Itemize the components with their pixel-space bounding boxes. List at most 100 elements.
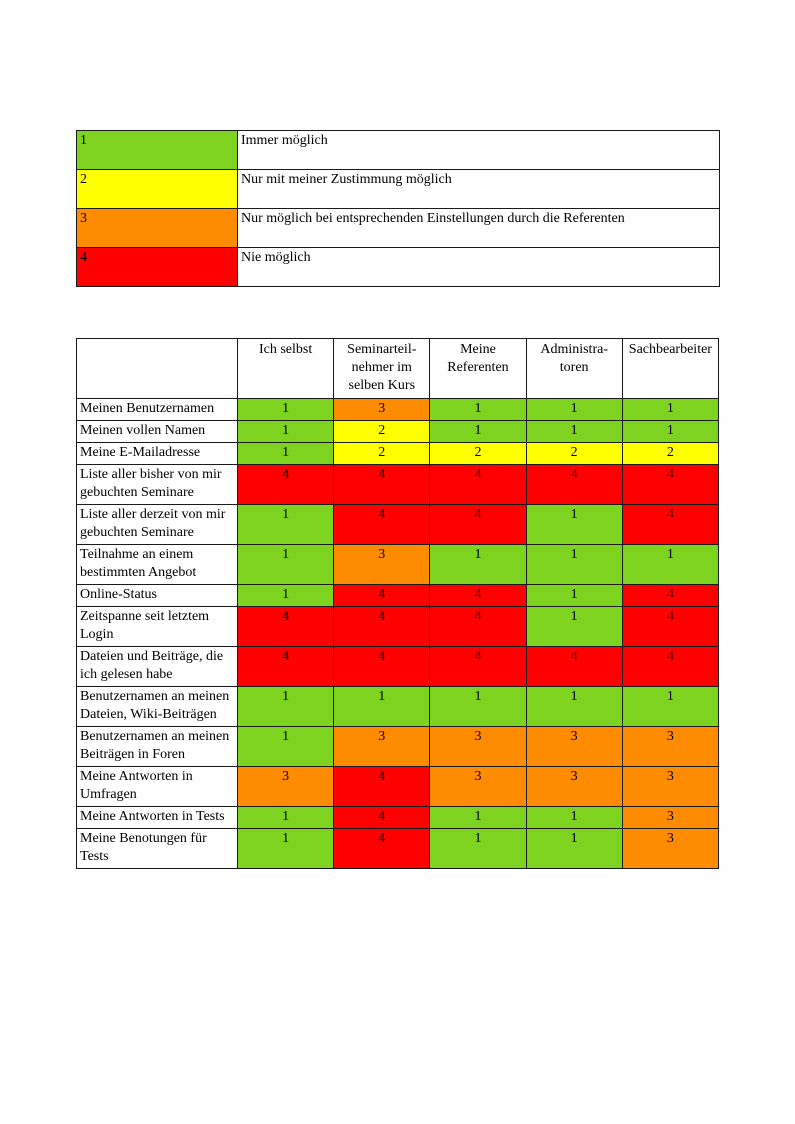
matrix-value-cell: 1 — [236, 828, 335, 869]
matrix-value-cell: 1 — [429, 686, 527, 727]
matrix-row: Benutzernamen an meinen Beiträgen in For… — [76, 726, 720, 767]
matrix-value-cell: 1 — [525, 420, 623, 443]
matrix-value-cell: 1 — [621, 420, 720, 443]
matrix-value-cell: 1 — [621, 544, 720, 585]
matrix-value-cell: 4 — [333, 606, 431, 647]
matrix-value-cell: 4 — [621, 646, 720, 687]
matrix-column-header: Seminarteil-nehmer im selben Kurs — [333, 338, 431, 399]
matrix-value-cell: 1 — [429, 398, 527, 421]
matrix-row: Meinen vollen Namen 1 2 1 1 1 — [76, 420, 720, 443]
matrix-value-cell: 1 — [236, 442, 335, 465]
matrix-value-cell: 1 — [525, 544, 623, 585]
matrix-value-cell: 4 — [525, 464, 623, 505]
matrix-value-cell: 4 — [429, 464, 527, 505]
matrix-row-label: Liste aller derzeit von mir gebuchten Se… — [76, 504, 238, 545]
matrix-value-cell: 4 — [621, 504, 720, 545]
matrix-value-cell: 1 — [429, 544, 527, 585]
matrix-value-cell: 3 — [621, 766, 720, 807]
matrix-header-row: Ich selbst Seminarteil-nehmer im selben K… — [76, 338, 720, 399]
matrix-value-cell: 3 — [525, 726, 623, 767]
matrix-value-cell: 4 — [429, 504, 527, 545]
legend-level-swatch: 1 — [76, 130, 238, 170]
matrix-value-cell: 1 — [236, 398, 335, 421]
matrix-row: Meine Antworten in Tests 1 4 1 1 3 — [76, 806, 720, 829]
matrix-value-cell: 2 — [333, 420, 431, 443]
matrix-column-header: Sachbearbeiter — [621, 338, 720, 399]
legend-level-swatch: 2 — [76, 169, 238, 209]
legend-row: 1 Immer möglich — [76, 130, 720, 170]
matrix-value-cell: 4 — [621, 464, 720, 505]
matrix-value-cell: 1 — [429, 828, 527, 869]
matrix-row: Zeitspanne seit letztem Login 4 4 4 1 4 — [76, 606, 720, 647]
privacy-permissions-table: Ich selbst Seminarteil-nehmer im selben K… — [76, 338, 720, 869]
matrix-row-label: Meinen Benutzernamen — [76, 398, 238, 421]
matrix-value-cell: 1 — [429, 806, 527, 829]
matrix-value-cell: 3 — [333, 544, 431, 585]
legend-row: 4 Nie möglich — [76, 247, 720, 287]
matrix-value-cell: 4 — [621, 584, 720, 607]
legend-row: 2 Nur mit meiner Zustimmung möglich — [76, 169, 720, 209]
matrix-value-cell: 1 — [621, 398, 720, 421]
legend-level-swatch: 4 — [76, 247, 238, 287]
matrix-value-cell: 1 — [525, 686, 623, 727]
matrix-value-cell: 1 — [236, 806, 335, 829]
matrix-row-label: Benutzernamen an meinen Dateien, Wiki-Be… — [76, 686, 238, 727]
matrix-value-cell: 4 — [621, 606, 720, 647]
legend-row: 3 Nur möglich bei entsprechenden Einstell… — [76, 208, 720, 248]
matrix-value-cell: 3 — [333, 726, 431, 767]
matrix-value-cell: 2 — [525, 442, 623, 465]
matrix-row: Liste aller bisher von mir gebuchten Sem… — [76, 464, 720, 505]
legend-level-label: Immer möglich — [237, 130, 720, 170]
matrix-value-cell: 4 — [429, 606, 527, 647]
matrix-row-label: Benutzernamen an meinen Beiträgen in For… — [76, 726, 238, 767]
legend-level-label: Nie möglich — [237, 247, 720, 287]
matrix-value-cell: 1 — [236, 504, 335, 545]
matrix-value-cell: 4 — [333, 828, 431, 869]
matrix-value-cell: 1 — [236, 686, 335, 727]
matrix-value-cell: 1 — [236, 420, 335, 443]
legend-level-label: Nur möglich bei entsprechenden Einstellu… — [237, 208, 720, 248]
matrix-value-cell: 3 — [429, 726, 527, 767]
matrix-value-cell: 3 — [621, 828, 720, 869]
legend-level-label: Nur mit meiner Zustimmung möglich — [237, 169, 720, 209]
matrix-value-cell: 3 — [525, 766, 623, 807]
matrix-row: Teilnahme an einem bestimmten Angebot 1 3 1… — [76, 544, 720, 585]
matrix-value-cell: 4 — [333, 584, 431, 607]
matrix-row: Dateien und Beiträge, die ich gelesen ha… — [76, 646, 720, 687]
matrix-row: Meinen Benutzernamen 1 3 1 1 1 — [76, 398, 720, 421]
matrix-value-cell: 4 — [333, 766, 431, 807]
matrix-value-cell: 1 — [525, 828, 623, 869]
matrix-row: Liste aller derzeit von mir gebuchten Se… — [76, 504, 720, 545]
legend-level-swatch: 3 — [76, 208, 238, 248]
matrix-row-label: Meine Antworten in Umfragen — [76, 766, 238, 807]
matrix-value-cell: 4 — [525, 646, 623, 687]
matrix-column-header: Meine Referenten — [429, 338, 527, 399]
matrix-row: Meine Benotungen für Tests 1 4 1 1 3 — [76, 828, 720, 869]
matrix-column-header: Ich selbst — [236, 338, 335, 399]
matrix-value-cell: 1 — [525, 606, 623, 647]
matrix-row-label: Meine E-Mailadresse — [76, 442, 238, 465]
matrix-value-cell: 1 — [429, 420, 527, 443]
privacy-legend-table: 1 Immer möglich 2 Nur mit meiner Zustimmung… — [76, 130, 720, 287]
matrix-row-label: Meine Benotungen für Tests — [76, 828, 238, 869]
matrix-value-cell: 4 — [236, 464, 335, 505]
matrix-row-label: Dateien und Beiträge, die ich gelesen ha… — [76, 646, 238, 687]
matrix-value-cell: 2 — [333, 442, 431, 465]
matrix-column-header: Administra-toren — [525, 338, 623, 399]
matrix-value-cell: 3 — [236, 766, 335, 807]
matrix-row: Meine E-Mailadresse 1 2 2 2 2 — [76, 442, 720, 465]
matrix-row-label: Liste aller bisher von mir gebuchten Sem… — [76, 464, 238, 505]
matrix-row-label: Online-Status — [76, 584, 238, 607]
matrix-value-cell: 4 — [333, 464, 431, 505]
matrix-value-cell: 1 — [236, 544, 335, 585]
matrix-value-cell: 4 — [333, 806, 431, 829]
matrix-value-cell: 3 — [621, 726, 720, 767]
matrix-value-cell: 1 — [525, 806, 623, 829]
matrix-value-cell: 1 — [333, 686, 431, 727]
matrix-value-cell: 1 — [236, 726, 335, 767]
matrix-corner-cell — [76, 338, 238, 399]
matrix-value-cell: 1 — [525, 584, 623, 607]
matrix-value-cell: 1 — [236, 584, 335, 607]
matrix-value-cell: 1 — [525, 504, 623, 545]
